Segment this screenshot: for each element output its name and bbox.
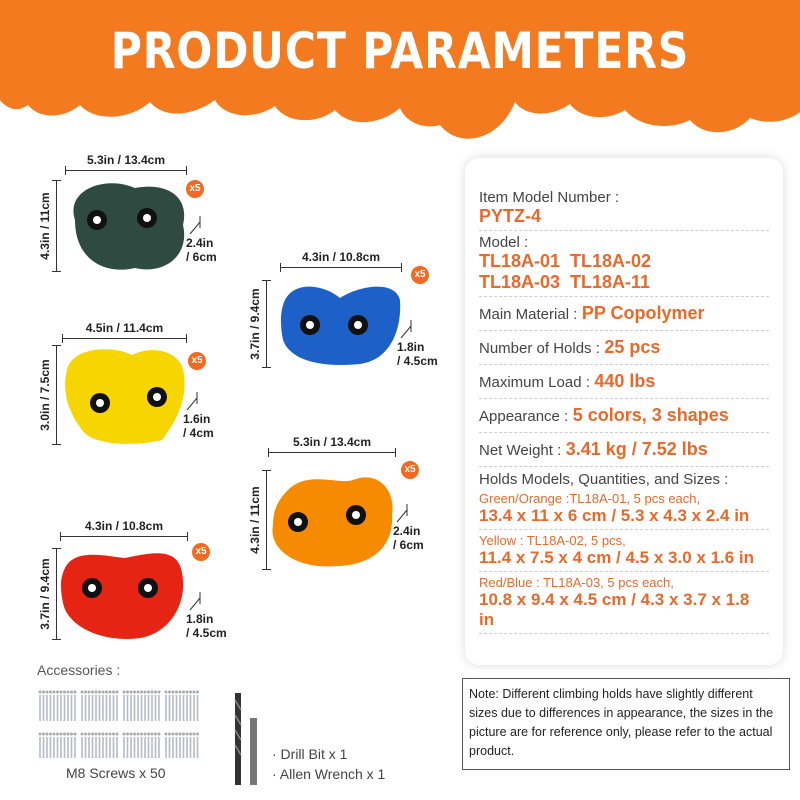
models-line1: TL18A-01 TL18A-02: [479, 251, 652, 271]
blue-hold: [280, 286, 401, 365]
depth-in: 2.4in: [186, 236, 214, 250]
hold-width-label: 5.3in / 13.4cm: [86, 153, 166, 167]
hold-height-label: 4.3in / 11cm: [248, 486, 262, 554]
hold-height-label: 3.0in / 7.5cm: [38, 359, 52, 431]
load: 440 lbs: [594, 371, 656, 391]
material: PP Copolymer: [581, 303, 705, 323]
model-number: PYTZ-4: [479, 206, 542, 226]
quantity-badge: x5: [192, 543, 210, 561]
page-title: PRODUCT PARAMETERS: [110, 22, 690, 80]
material-label: Main Material :: [479, 306, 578, 323]
appearance: 5 colors, 3 shapes: [572, 405, 729, 425]
quantity-badge: x5: [186, 180, 204, 198]
load-label: Maximum Load :: [479, 374, 590, 391]
model-number-label: Item Model Number :: [479, 189, 620, 206]
hold-depth-label: 1.8in/ 4.5cm: [186, 612, 227, 640]
width-dimension-line: [60, 532, 188, 541]
hold-height-label: 3.7in / 9.4cm: [38, 558, 52, 630]
depth-indicator: [396, 504, 408, 523]
hold-width-label: 5.3in / 13.4cm: [292, 435, 372, 449]
depth-indicator: [189, 592, 201, 611]
note-box: Note: Different climbing holds have slig…: [462, 678, 790, 770]
depth-in: 1.8in: [186, 612, 214, 626]
weight-label: Net Weight :: [479, 442, 562, 459]
sizes-label: Holds Models, Quantities, and Sizes :: [479, 471, 729, 488]
red-hold: [60, 553, 184, 639]
screws-label: M8 Screws x 50: [66, 765, 166, 781]
green-hold: [73, 183, 185, 270]
depth-cm: / 6cm: [186, 250, 217, 264]
quantity-badge: x5: [401, 461, 419, 479]
depth-cm: / 4cm: [183, 426, 214, 440]
height-dimension-line: [52, 180, 61, 272]
width-dimension-line: [268, 448, 396, 457]
quantity-badge: x5: [188, 352, 206, 370]
height-dimension-line: [52, 548, 61, 640]
height-dimension-line: [52, 345, 61, 445]
hold-height-label: 4.3in / 11cm: [38, 192, 52, 260]
yellow-hold: [65, 349, 185, 444]
size-value: 13.4 x 11 x 6 cm / 5.3 x 4.3 x 2.4 in: [479, 506, 750, 525]
hold-depth-label: 1.6in/ 4cm: [183, 412, 214, 440]
hold-width-label: 4.3in / 10.8cm: [84, 519, 164, 533]
holds-count-label: Number of Holds :: [479, 340, 600, 357]
holds-count: 25 pcs: [604, 337, 661, 357]
weight: 3.41 kg / 7.52 lbs: [565, 439, 708, 459]
hold-width-label: 4.5in / 11.4cm: [85, 321, 164, 335]
hold-height-label: 3.7in / 9.4cm: [248, 288, 262, 360]
quantity-badge: x5: [411, 266, 429, 284]
width-dimension-line: [65, 166, 187, 175]
size-value: 11.4 x 7.5 x 4 cm / 4.5 x 3.0 x 1.6 in: [479, 548, 755, 567]
drill-bit-label: · Drill Bit x 1: [272, 746, 348, 762]
depth-cm: / 4.5cm: [186, 626, 227, 640]
depth-cm: / 6cm: [393, 538, 424, 552]
height-dimension-line: [262, 470, 271, 570]
accessories-label: Accessories :: [37, 662, 121, 678]
depth-in: 1.6in: [183, 412, 211, 426]
hold-depth-label: 2.4in/ 6cm: [393, 524, 424, 552]
hold-width-label: 4.3in / 10.8cm: [301, 250, 381, 264]
depth-indicator: [186, 392, 198, 411]
models-line2: TL18A-03 TL18A-11: [479, 272, 651, 292]
hold-depth-label: 1.8in/ 4.5cm: [397, 340, 438, 368]
hold-depth-label: 2.4in/ 6cm: [186, 236, 217, 264]
size-desc: Green/Orange :TL18A-01, 5 pcs each,: [479, 491, 701, 506]
size-row: Red/Blue : TL18A-03, 5 pcs each, 10.8 x 9…: [479, 572, 769, 634]
header-banner: [0, 0, 800, 139]
depth-indicator: [189, 216, 201, 235]
model-label: Model :: [479, 234, 529, 251]
depth-cm: / 4.5cm: [397, 354, 438, 368]
depth-in: 2.4in: [393, 524, 421, 538]
depth-in: 1.8in: [397, 340, 425, 354]
height-dimension-line: [262, 280, 271, 368]
screws-image: [38, 690, 199, 758]
specs-panel: Item Model Number : PYTZ-4 Model : TL18A-0…: [465, 158, 783, 665]
width-dimension-line: [280, 263, 402, 272]
orange-hold: [272, 477, 393, 567]
size-row: Yellow : TL18A-02, 5 pcs, 11.4 x 7.5 x 4 …: [479, 530, 769, 572]
size-value: 10.8 x 9.4 x 4.5 cm / 4.3 x 3.7 x 1.8 in: [479, 590, 750, 629]
appearance-label: Appearance :: [479, 408, 569, 425]
depth-indicator: [400, 320, 412, 339]
allen-wrench-label: · Allen Wrench x 1: [272, 766, 386, 782]
size-desc: Red/Blue : TL18A-03, 5 pcs each,: [479, 575, 674, 590]
size-desc: Yellow : TL18A-02, 5 pcs,: [479, 533, 626, 548]
size-row: Green/Orange :TL18A-01, 5 pcs each, 13.4 …: [479, 488, 769, 530]
drill-bit-image: [234, 693, 257, 785]
width-dimension-line: [62, 334, 187, 343]
